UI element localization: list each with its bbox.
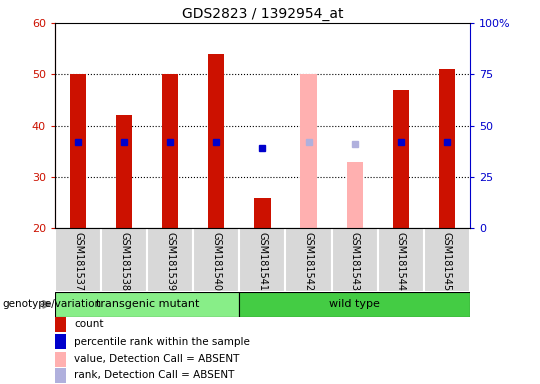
Bar: [55, 317, 66, 332]
Bar: [55, 334, 66, 349]
Bar: [70, 74, 86, 228]
Bar: [300, 74, 316, 228]
Bar: [393, 90, 409, 228]
Bar: [208, 54, 225, 228]
Bar: [332, 228, 377, 292]
Text: GSM181543: GSM181543: [349, 232, 360, 291]
Text: GSM181540: GSM181540: [211, 232, 221, 291]
Bar: [193, 228, 239, 292]
Text: value, Detection Call = ABSENT: value, Detection Call = ABSENT: [74, 354, 239, 364]
Bar: [162, 74, 178, 228]
Title: GDS2823 / 1392954_at: GDS2823 / 1392954_at: [181, 7, 343, 21]
Bar: [239, 228, 286, 292]
Bar: [424, 228, 470, 292]
Bar: [377, 228, 424, 292]
Text: wild type: wild type: [329, 299, 380, 310]
Bar: [55, 352, 66, 366]
Bar: [55, 292, 239, 317]
Text: percentile rank within the sample: percentile rank within the sample: [74, 337, 250, 347]
Bar: [116, 116, 132, 228]
Bar: [55, 228, 101, 292]
Bar: [347, 162, 363, 228]
Text: rank, Detection Call = ABSENT: rank, Detection Call = ABSENT: [74, 370, 234, 380]
Text: GSM181544: GSM181544: [396, 232, 406, 291]
Bar: [101, 228, 147, 292]
Bar: [55, 368, 66, 382]
Bar: [286, 228, 332, 292]
Text: GSM181537: GSM181537: [73, 232, 83, 291]
Text: count: count: [74, 319, 104, 329]
Text: GSM181538: GSM181538: [119, 232, 129, 291]
Text: GSM181541: GSM181541: [258, 232, 267, 291]
Text: GSM181539: GSM181539: [165, 232, 176, 291]
Text: GSM181542: GSM181542: [303, 232, 314, 291]
Bar: [147, 228, 193, 292]
Text: GSM181545: GSM181545: [442, 232, 452, 291]
Bar: [438, 69, 455, 228]
Text: transgenic mutant: transgenic mutant: [96, 299, 199, 310]
Text: genotype/variation: genotype/variation: [3, 299, 102, 310]
Bar: [239, 292, 470, 317]
Bar: [254, 198, 271, 228]
